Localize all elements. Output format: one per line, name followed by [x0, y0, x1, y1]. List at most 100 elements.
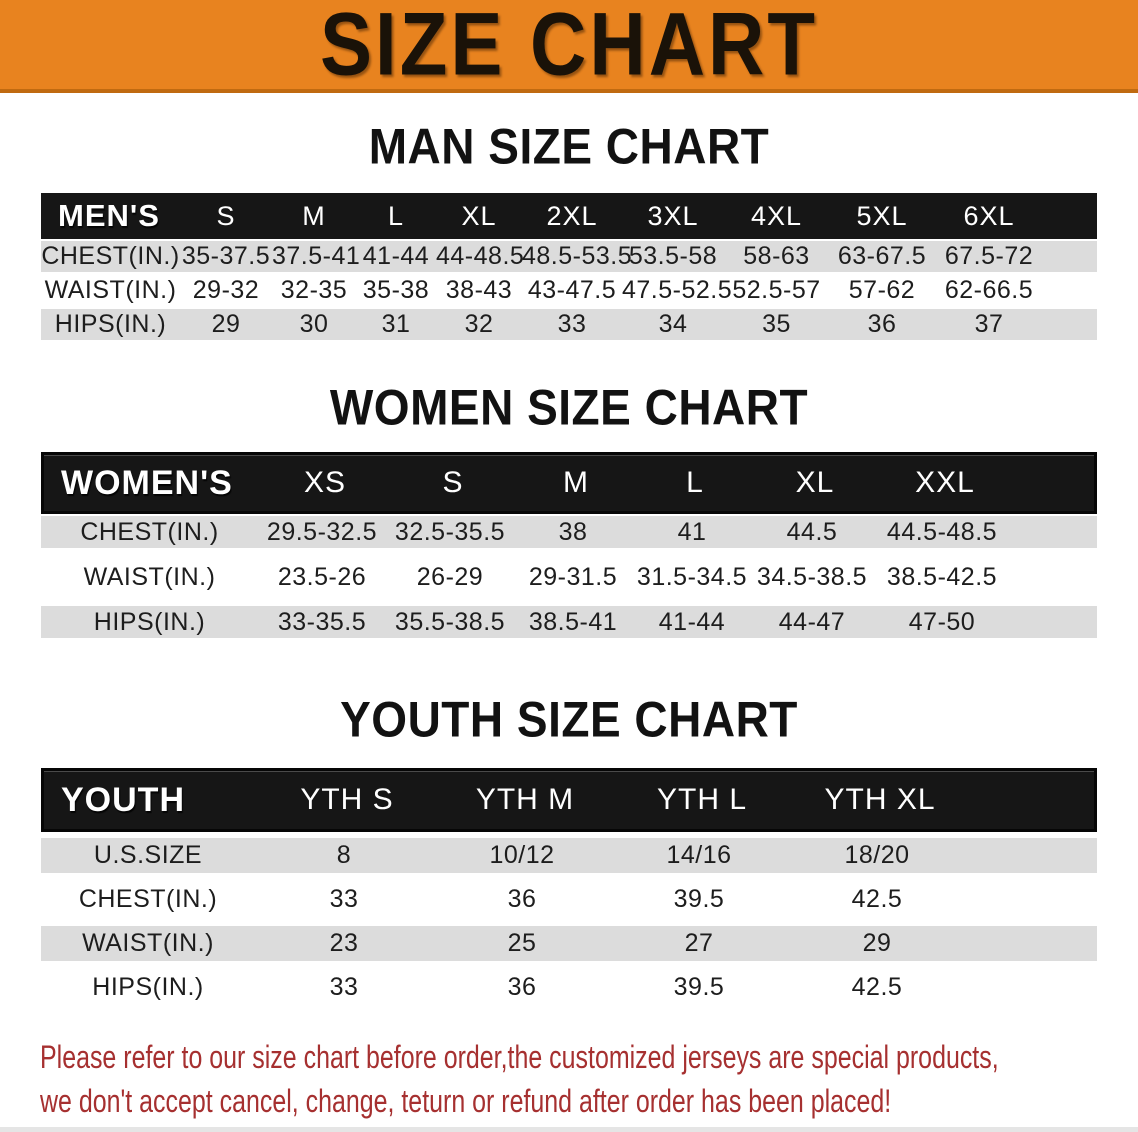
youth-section-heading: YOUTH SIZE CHART — [340, 690, 798, 748]
measurement-value: 36 — [867, 310, 897, 338]
measurement-value: 44.5-48.5 — [886, 517, 998, 546]
measurement-row: WAIST(IN.) 29-32 32-35 35-38 38-43 43-47.5 47.… — [41, 275, 1097, 306]
measurement-value: 33 — [329, 885, 359, 913]
measurement-row: HIPS(IN.) 33-35.5 35.5-38.5 38.5-41 41-44 44-… — [41, 606, 1097, 638]
measurement-value: 53.5-58 — [628, 242, 718, 270]
measurement-value: 44.5 — [786, 517, 838, 546]
men-size-table: MEN'S S M L XL 2XL 3XL 4XL 5XL 6XL CHEST(IN.) 35-37… — [41, 193, 1097, 340]
measurement-value: 10/12 — [489, 841, 555, 869]
disclaimer: Please refer to our size chart before or… — [40, 1035, 1138, 1123]
row-label: CHEST(IN.) — [41, 242, 180, 270]
measurement-value: 44-47 — [778, 607, 846, 636]
measurement-value: 37.5-41 — [272, 242, 361, 270]
size-column-header: S — [216, 200, 236, 231]
measurement-value: 47-50 — [908, 607, 976, 636]
measurement-value: 34 — [658, 310, 688, 338]
row-label: HIPS(IN.) — [54, 310, 167, 338]
disclaimer-line-1: Please refer to our size chart before or… — [40, 1039, 999, 1075]
row-label: WAIST(IN.) — [44, 276, 177, 304]
measurement-row: WAIST(IN.) 23 25 27 29 — [41, 926, 1097, 961]
measurement-value: 41-44 — [658, 607, 726, 636]
size-column-header: L — [686, 466, 704, 499]
row-label: HIPS(IN.) — [92, 973, 204, 1001]
size-chart-banner: SIZE CHART — [0, 0, 1138, 95]
measurement-value: 32-35 — [280, 276, 348, 304]
measurement-value: 41 — [677, 517, 707, 546]
measurement-value: 23.5-26 — [277, 562, 367, 591]
measurement-value: 42.5 — [851, 973, 903, 1001]
measurement-value: 32.5-35.5 — [394, 517, 506, 546]
measurement-value: 39.5 — [673, 973, 725, 1001]
measurement-value: 58-63 — [743, 242, 810, 270]
measurement-value: 26-29 — [416, 562, 484, 591]
measurement-value: 30 — [299, 310, 329, 338]
measurement-value: 32 — [464, 310, 494, 338]
size-column-header: 6XL — [963, 200, 1015, 231]
measurement-value: 43-47.5 — [527, 276, 617, 304]
measurement-value: 31.5-34.5 — [636, 562, 748, 591]
size-column-header: 5XL — [856, 200, 908, 231]
measurement-value: 27 — [684, 929, 714, 957]
table-header-label: MEN'S — [58, 198, 160, 233]
measurement-value: 36 — [507, 973, 537, 1001]
men-section-heading: MAN SIZE CHART — [368, 117, 770, 175]
measurement-value: 67.5-72 — [944, 242, 1034, 270]
measurement-value: 14/16 — [666, 841, 732, 869]
size-column-header: YTH S — [300, 783, 394, 816]
measurement-row: HIPS(IN.) 33 36 39.5 42.5 — [41, 970, 1097, 1005]
youth-size-table: YOUTH YTH S YTH M YTH L YTH XL U.S.SIZE 8 10/12… — [41, 768, 1097, 1005]
size-column-header: L — [387, 200, 405, 231]
measurement-value: 38-43 — [445, 276, 513, 304]
row-label: U.S.SIZE — [93, 841, 203, 869]
disclaimer-line-2: we don't accept cancel, change, teturn o… — [40, 1083, 892, 1119]
measurement-value: 18/20 — [844, 841, 910, 869]
measurement-value: 38 — [558, 517, 588, 546]
size-column-header: 4XL — [750, 200, 803, 231]
row-label: WAIST(IN.) — [82, 929, 214, 957]
measurement-value: 63-67.5 — [837, 242, 927, 270]
size-column-header: XL — [461, 200, 497, 231]
measurement-value: 38.5-41 — [528, 607, 618, 636]
measurement-row: WAIST(IN.) 23.5-26 26-29 29-31.5 31.5-34.5 34… — [41, 561, 1097, 593]
measurement-value: 35.5-38.5 — [394, 607, 506, 636]
size-column-header: XXL — [915, 466, 975, 499]
measurement-value: 39.5 — [673, 885, 725, 913]
measurement-value: 35-38 — [362, 276, 430, 304]
measurement-value: 35-37.5 — [181, 242, 271, 270]
measurement-value: 57-62 — [848, 276, 916, 304]
measurement-row: CHEST(IN.) 29.5-32.5 32.5-35.5 38 41 44.5 44.5… — [41, 516, 1097, 548]
size-column-header: XS — [303, 466, 347, 499]
banner-title: SIZE CHART — [320, 0, 818, 95]
measurement-value: 35 — [762, 310, 791, 338]
measurement-value: 37 — [974, 310, 1004, 338]
men-size-section: MAN SIZE CHART MEN'S S M L XL 2XL 3XL 4XL 5XL 6XL… — [0, 117, 1138, 340]
table-header-label: WOMEN'S — [61, 463, 233, 502]
women-section-heading: WOMEN SIZE CHART — [329, 378, 809, 436]
row-label: CHEST(IN.) — [78, 885, 218, 913]
measurement-value: 42.5 — [851, 885, 903, 913]
measurement-value: 29 — [862, 929, 892, 957]
measurement-row: CHEST(IN.) 33 36 39.5 42.5 — [41, 882, 1097, 917]
measurement-value: 34.5-38.5 — [756, 562, 868, 591]
measurement-value: 48.5-53.5 — [522, 242, 633, 270]
size-column-header: YTH L — [656, 783, 748, 816]
row-label: HIPS(IN.) — [93, 607, 206, 636]
measurement-value: 44-48.5 — [436, 242, 525, 270]
measurement-value: 41-44 — [362, 242, 430, 270]
table-header-row: MEN'S S M L XL 2XL 3XL 4XL 5XL 6XL — [41, 193, 1097, 239]
size-column-header: YTH M — [475, 783, 575, 816]
measurement-value: 38.5-42.5 — [886, 562, 998, 591]
measurement-value: 33 — [557, 310, 587, 338]
size-column-header: S — [442, 466, 464, 499]
size-column-header: M — [302, 200, 326, 231]
women-size-table: WOMEN'S XS S M L XL XXL CHEST(IN.) 29.5-32.5 32.5… — [41, 452, 1097, 638]
size-column-header: XL — [795, 466, 835, 499]
table-header-row: YOUTH YTH S YTH M YTH L YTH XL — [41, 768, 1097, 832]
measurement-value: 29-31.5 — [528, 562, 618, 591]
measurement-value: 33 — [329, 973, 359, 1001]
size-column-header: 3XL — [647, 200, 699, 231]
measurement-value: 52.5-57 — [732, 276, 821, 304]
measurement-row: U.S.SIZE 8 10/12 14/16 18/20 — [41, 838, 1097, 873]
measurement-value: 47.5-52.5 — [622, 276, 733, 304]
